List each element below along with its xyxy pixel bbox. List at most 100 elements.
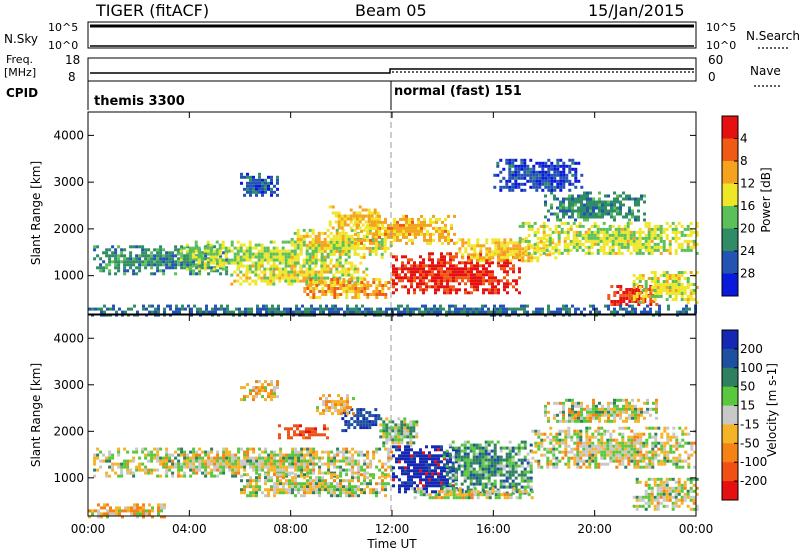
heatmap-cell-power <box>123 260 127 264</box>
heatmap-cell-power <box>299 270 303 274</box>
heatmap-cell-power <box>574 170 578 174</box>
heatmap-cell-power <box>616 194 619 198</box>
heatmap-cell-velocity <box>160 509 163 513</box>
heatmap-cell-power <box>614 242 618 246</box>
heatmap-cell-power <box>312 290 316 293</box>
heatmap-cell-velocity <box>183 471 187 475</box>
heatmap-cell-power <box>254 273 258 277</box>
heatmap-cell-power <box>617 242 621 246</box>
heatmap-cell-velocity <box>288 453 292 457</box>
heatmap-cell-power <box>574 197 577 201</box>
heatmap-cell-power <box>482 256 486 260</box>
heatmap-cell-velocity <box>446 484 449 488</box>
heatmap-cell-power <box>353 249 357 253</box>
heatmap-cell-velocity <box>165 468 169 472</box>
heatmap-cell-power <box>413 270 416 274</box>
heatmap-cell-power <box>538 161 542 165</box>
heatmap-cell-power <box>257 264 261 268</box>
heatmap-cell-power <box>485 250 489 254</box>
heatmap-cell-velocity <box>362 417 366 421</box>
heatmap-cell-power <box>596 224 600 228</box>
heatmap-cell-power <box>312 293 316 296</box>
heatmap-cell-power <box>500 247 504 251</box>
heatmap-cell-power <box>411 229 414 233</box>
heatmap-cell-velocity <box>425 484 428 488</box>
heatmap-cell-power <box>395 276 398 280</box>
heatmap-cell-power <box>150 260 154 264</box>
heatmap-cell-power <box>628 304 631 308</box>
heatmap-cell-power <box>302 273 306 277</box>
heatmap-cell-power <box>362 243 366 247</box>
heatmap-cell-power <box>405 235 408 239</box>
heatmap-cell-power <box>560 221 564 225</box>
heatmap-cell-velocity <box>306 479 309 483</box>
heatmap-cell-power <box>293 276 297 280</box>
heatmap-cell-power <box>171 254 175 258</box>
heatmap-cell-power <box>248 252 252 256</box>
heatmap-cell-velocity <box>342 485 345 489</box>
heatmap-cell-power <box>215 249 219 253</box>
heatmap-cell-velocity <box>466 473 470 477</box>
heatmap-cell-power <box>683 292 687 295</box>
heatmap-cell-power <box>586 200 589 204</box>
heatmap-cell-power <box>326 240 330 244</box>
heatmap-cell-power <box>233 270 237 274</box>
colorbar-swatch <box>722 206 738 229</box>
heatmap-cell-velocity <box>321 485 324 489</box>
heatmap-cell-power <box>362 246 366 250</box>
heatmap-cell-power <box>373 310 376 314</box>
heatmap-cell-velocity <box>404 490 407 494</box>
heatmap-cell-power <box>548 236 552 240</box>
heatmap-cell-power <box>311 273 315 277</box>
heatmap-cell-velocity <box>321 450 325 454</box>
heatmap-cell-power <box>284 279 288 283</box>
heatmap-cell-velocity <box>183 462 187 466</box>
heatmap-cell-velocity <box>392 454 395 458</box>
heatmap-cell-power <box>299 279 303 283</box>
heatmap-cell-power <box>628 206 631 210</box>
heatmap-cell-velocity <box>384 482 387 486</box>
heatmap-cell-power <box>610 209 613 213</box>
heatmap-cell-power <box>571 203 574 207</box>
heatmap-cell-power <box>332 273 336 277</box>
heatmap-cell-velocity <box>463 458 467 462</box>
heatmap-cell-power <box>191 252 195 256</box>
heatmap-cell-power <box>374 252 378 256</box>
heatmap-cell-power <box>221 246 225 250</box>
heatmap-cell-velocity <box>366 465 370 469</box>
heatmap-cell-power <box>296 255 300 259</box>
heatmap-cell-power <box>124 310 127 314</box>
heatmap-cell-power <box>583 307 586 311</box>
heatmap-cell-power <box>296 237 300 241</box>
heatmap-cell-velocity <box>264 476 267 480</box>
heatmap-cell-velocity <box>333 459 337 463</box>
heatmap-cell-power <box>407 279 410 283</box>
heatmap-cell-velocity <box>312 450 316 454</box>
heatmap-cell-power <box>614 233 618 237</box>
heatmap-cell-power <box>320 264 324 268</box>
heatmap-cell-power <box>227 261 231 265</box>
heatmap-cell-power <box>251 252 255 256</box>
heatmap-cell-power <box>320 267 324 271</box>
heatmap-cell-power <box>547 304 550 308</box>
heatmap-cell-velocity <box>339 491 342 495</box>
heatmap-cell-power <box>354 296 358 299</box>
heatmap-cell-power <box>397 310 400 314</box>
heatmap-cell-velocity <box>291 479 294 483</box>
heatmap-cell-velocity <box>273 465 277 469</box>
heatmap-cell-power <box>427 307 430 311</box>
heatmap-cell-power <box>452 273 455 277</box>
heatmap-cell-power <box>497 250 501 254</box>
heatmap-cell-power <box>446 252 449 256</box>
heatmap-cell-power <box>562 215 565 219</box>
heatmap-cell-power <box>613 206 616 210</box>
heatmap-cell-power <box>659 230 663 234</box>
heatmap-cell-velocity <box>163 515 166 519</box>
heatmap-cell-velocity <box>129 468 133 472</box>
heatmap-cell-power <box>659 251 663 255</box>
heatmap-cell-power <box>625 310 628 314</box>
heatmap-cell-power <box>411 226 414 230</box>
heatmap-cell-power <box>503 244 507 248</box>
heatmap-cell-power <box>326 234 330 238</box>
heatmap-cell-power <box>589 191 592 195</box>
